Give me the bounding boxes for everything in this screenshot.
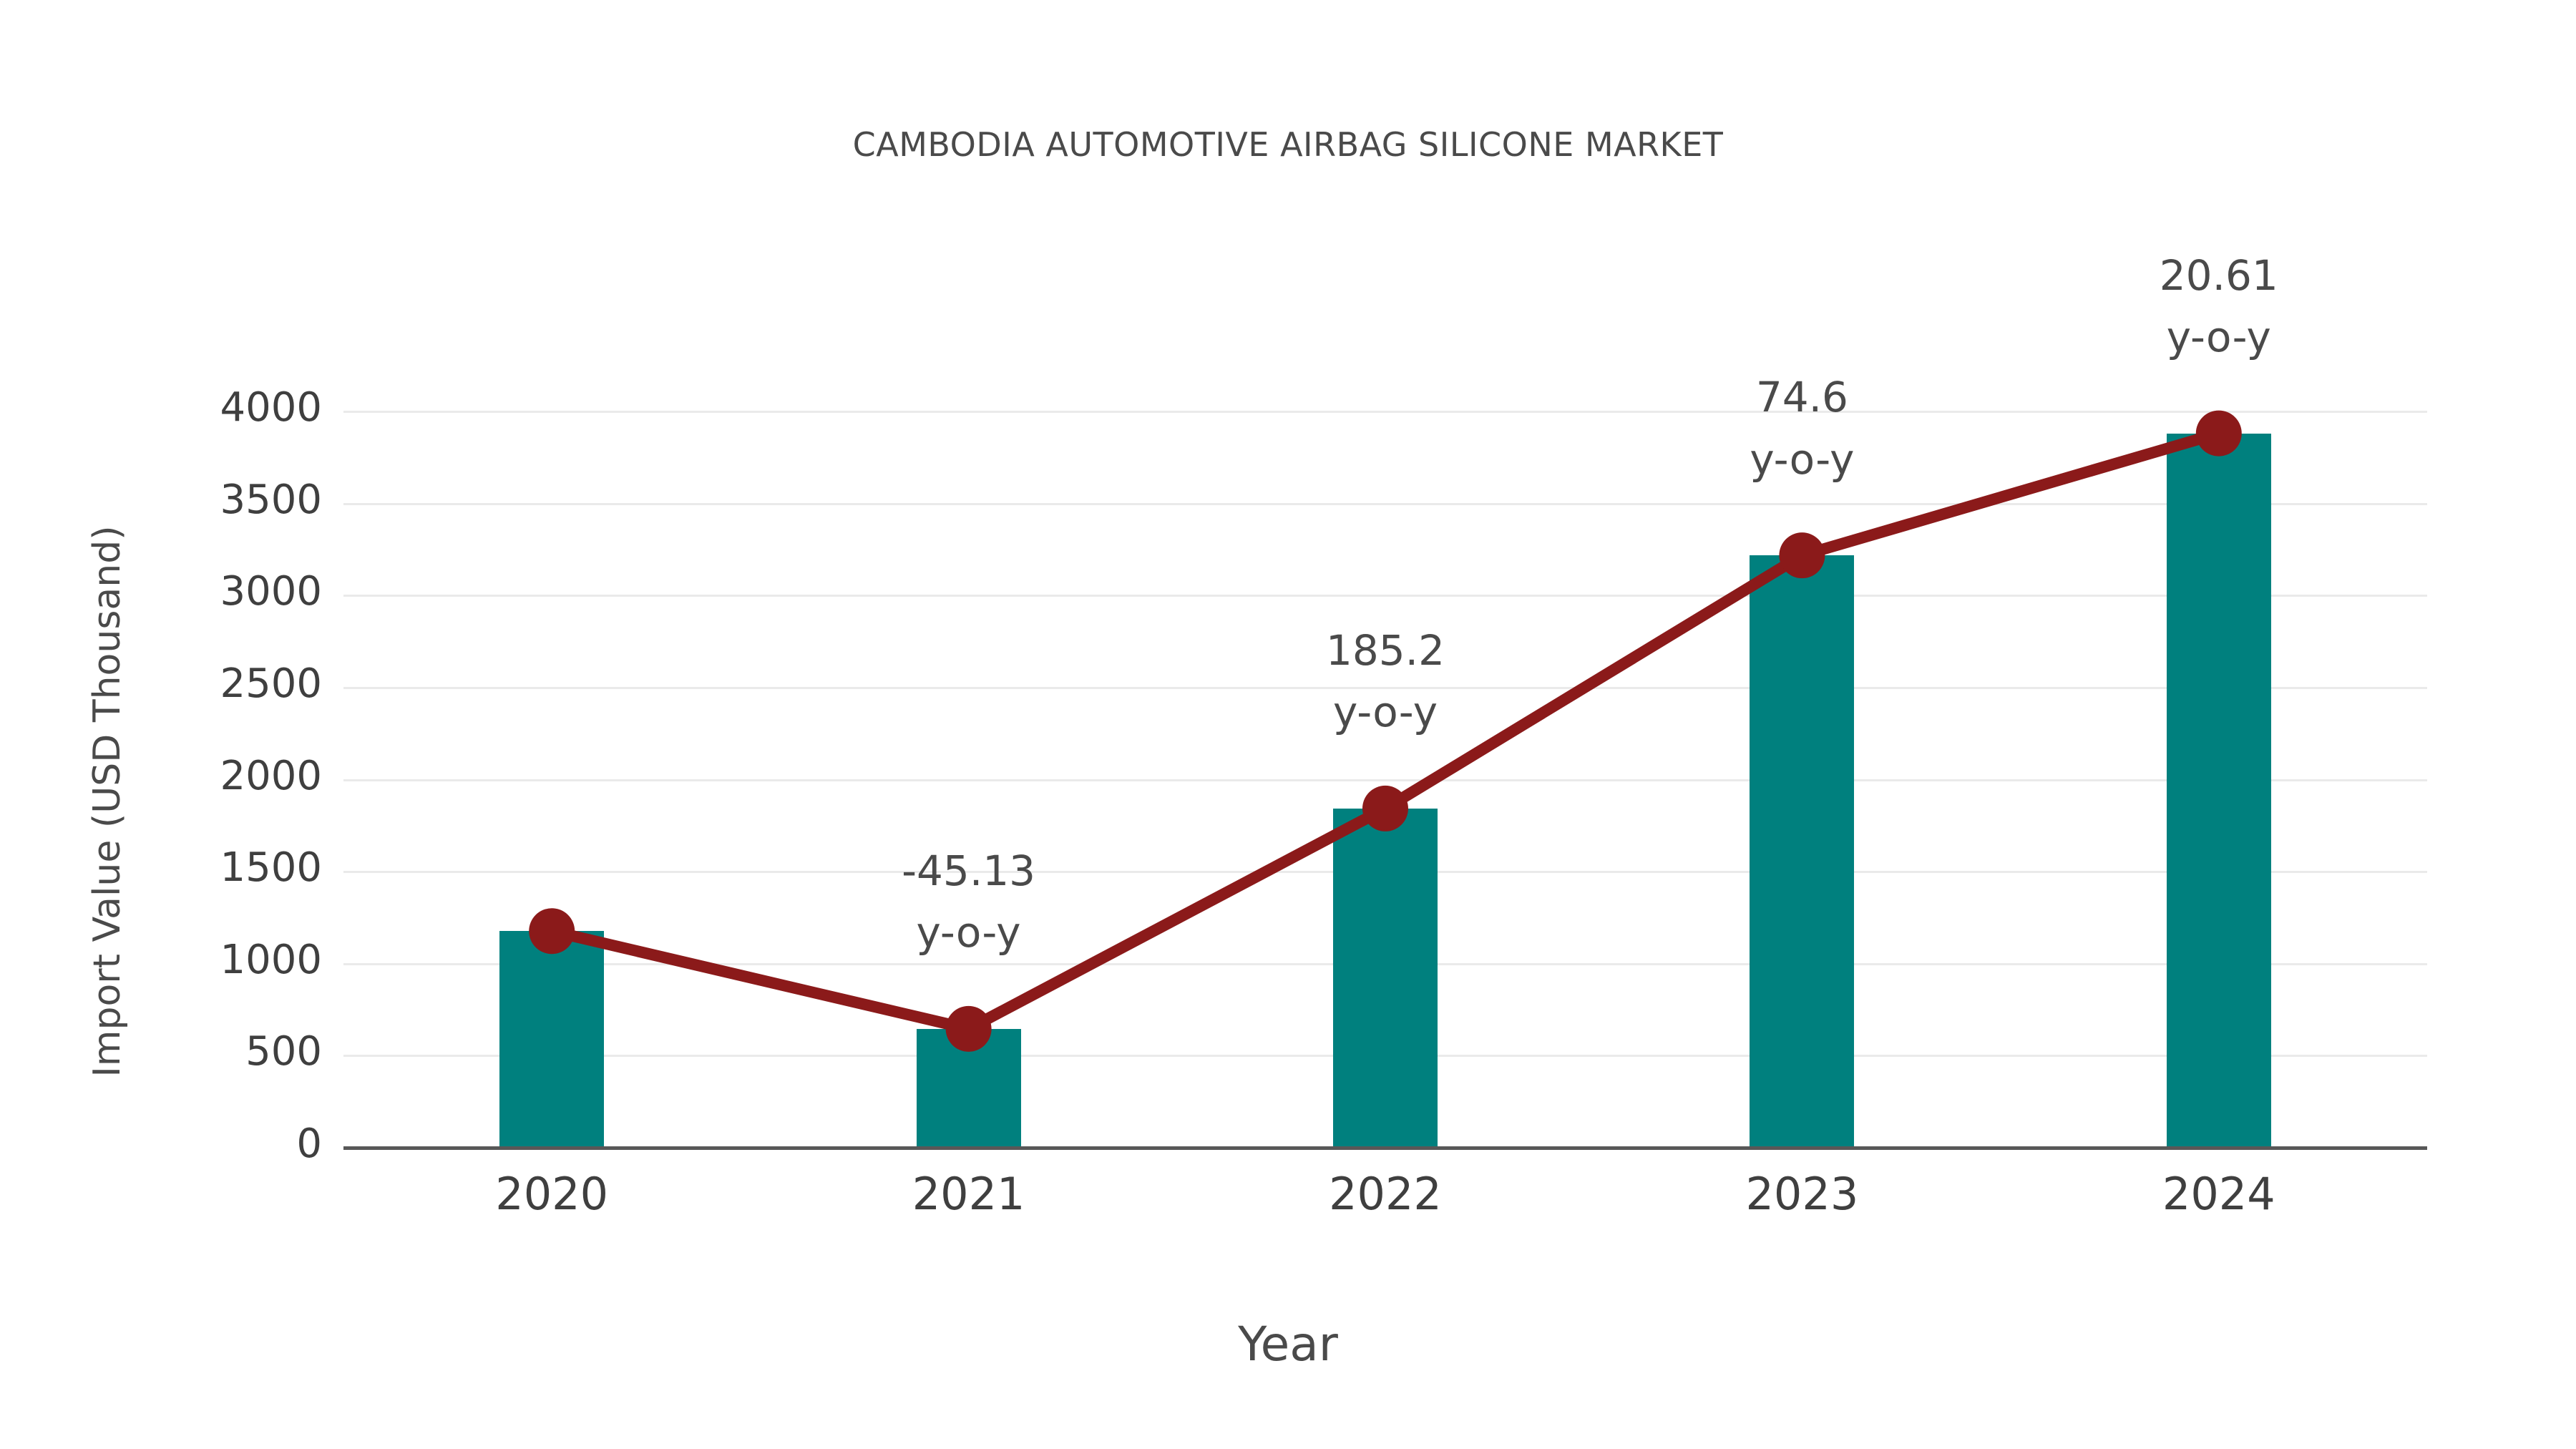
y-tick-label: 500 xyxy=(245,1028,322,1075)
bar-2020[interactable] xyxy=(499,931,605,1148)
annotation-2023: 74.6 y-o-y xyxy=(1644,373,1959,484)
bar-2022[interactable] xyxy=(1333,808,1438,1148)
x-tick-label-2020: 2020 xyxy=(495,1168,609,1220)
x-axis-title: Year xyxy=(1238,1317,1338,1372)
y-tick-label: 0 xyxy=(296,1121,322,1167)
bar-2023[interactable] xyxy=(1750,555,1855,1148)
y-tick-label: 1500 xyxy=(220,844,322,892)
annotation-2022: 185.2 y-o-y xyxy=(1228,626,1543,737)
y-axis-title: Import Value (USD Thousand) xyxy=(86,525,129,1078)
y-tick-label: 3000 xyxy=(220,568,322,615)
x-axis-line xyxy=(343,1146,2427,1150)
bar-2021[interactable] xyxy=(916,1028,1021,1148)
annotation-unit: y-o-y xyxy=(1332,688,1438,737)
annotation-unit: y-o-y xyxy=(916,908,1021,957)
annotation-value: 74.6 xyxy=(1755,373,1848,422)
chart-title: CAMBODIA AUTOMOTIVE AIRBAG SILICONE MARK… xyxy=(852,125,1724,164)
gridline xyxy=(343,502,2427,505)
x-tick-label-2021: 2021 xyxy=(912,1168,1025,1220)
y-tick-label: 1000 xyxy=(220,936,322,983)
annotation-2021: -45.13 y-o-y xyxy=(811,847,1126,957)
y-tick-label: 4000 xyxy=(220,384,322,431)
gridline xyxy=(343,411,2427,413)
y-tick-label: 2000 xyxy=(220,752,322,799)
gridline xyxy=(343,779,2427,781)
x-tick-label-2023: 2023 xyxy=(1745,1168,1859,1220)
gridline xyxy=(343,595,2427,597)
y-tick-label: 2500 xyxy=(220,660,322,707)
annotation-value: 20.61 xyxy=(2159,250,2278,300)
annotation-unit: y-o-y xyxy=(1750,434,1855,484)
annotation-value: -45.13 xyxy=(902,846,1036,895)
annotation-unit: y-o-y xyxy=(2166,313,2271,362)
x-tick-label-2024: 2024 xyxy=(2162,1168,2275,1220)
annotation-value: 185.2 xyxy=(1325,625,1445,675)
bar-2024[interactable] xyxy=(2166,433,2271,1148)
x-tick-label-2022: 2022 xyxy=(1329,1168,1442,1220)
annotation-2024: 20.61 y-o-y xyxy=(2062,251,2376,362)
y-tick-label: 3500 xyxy=(220,476,322,523)
